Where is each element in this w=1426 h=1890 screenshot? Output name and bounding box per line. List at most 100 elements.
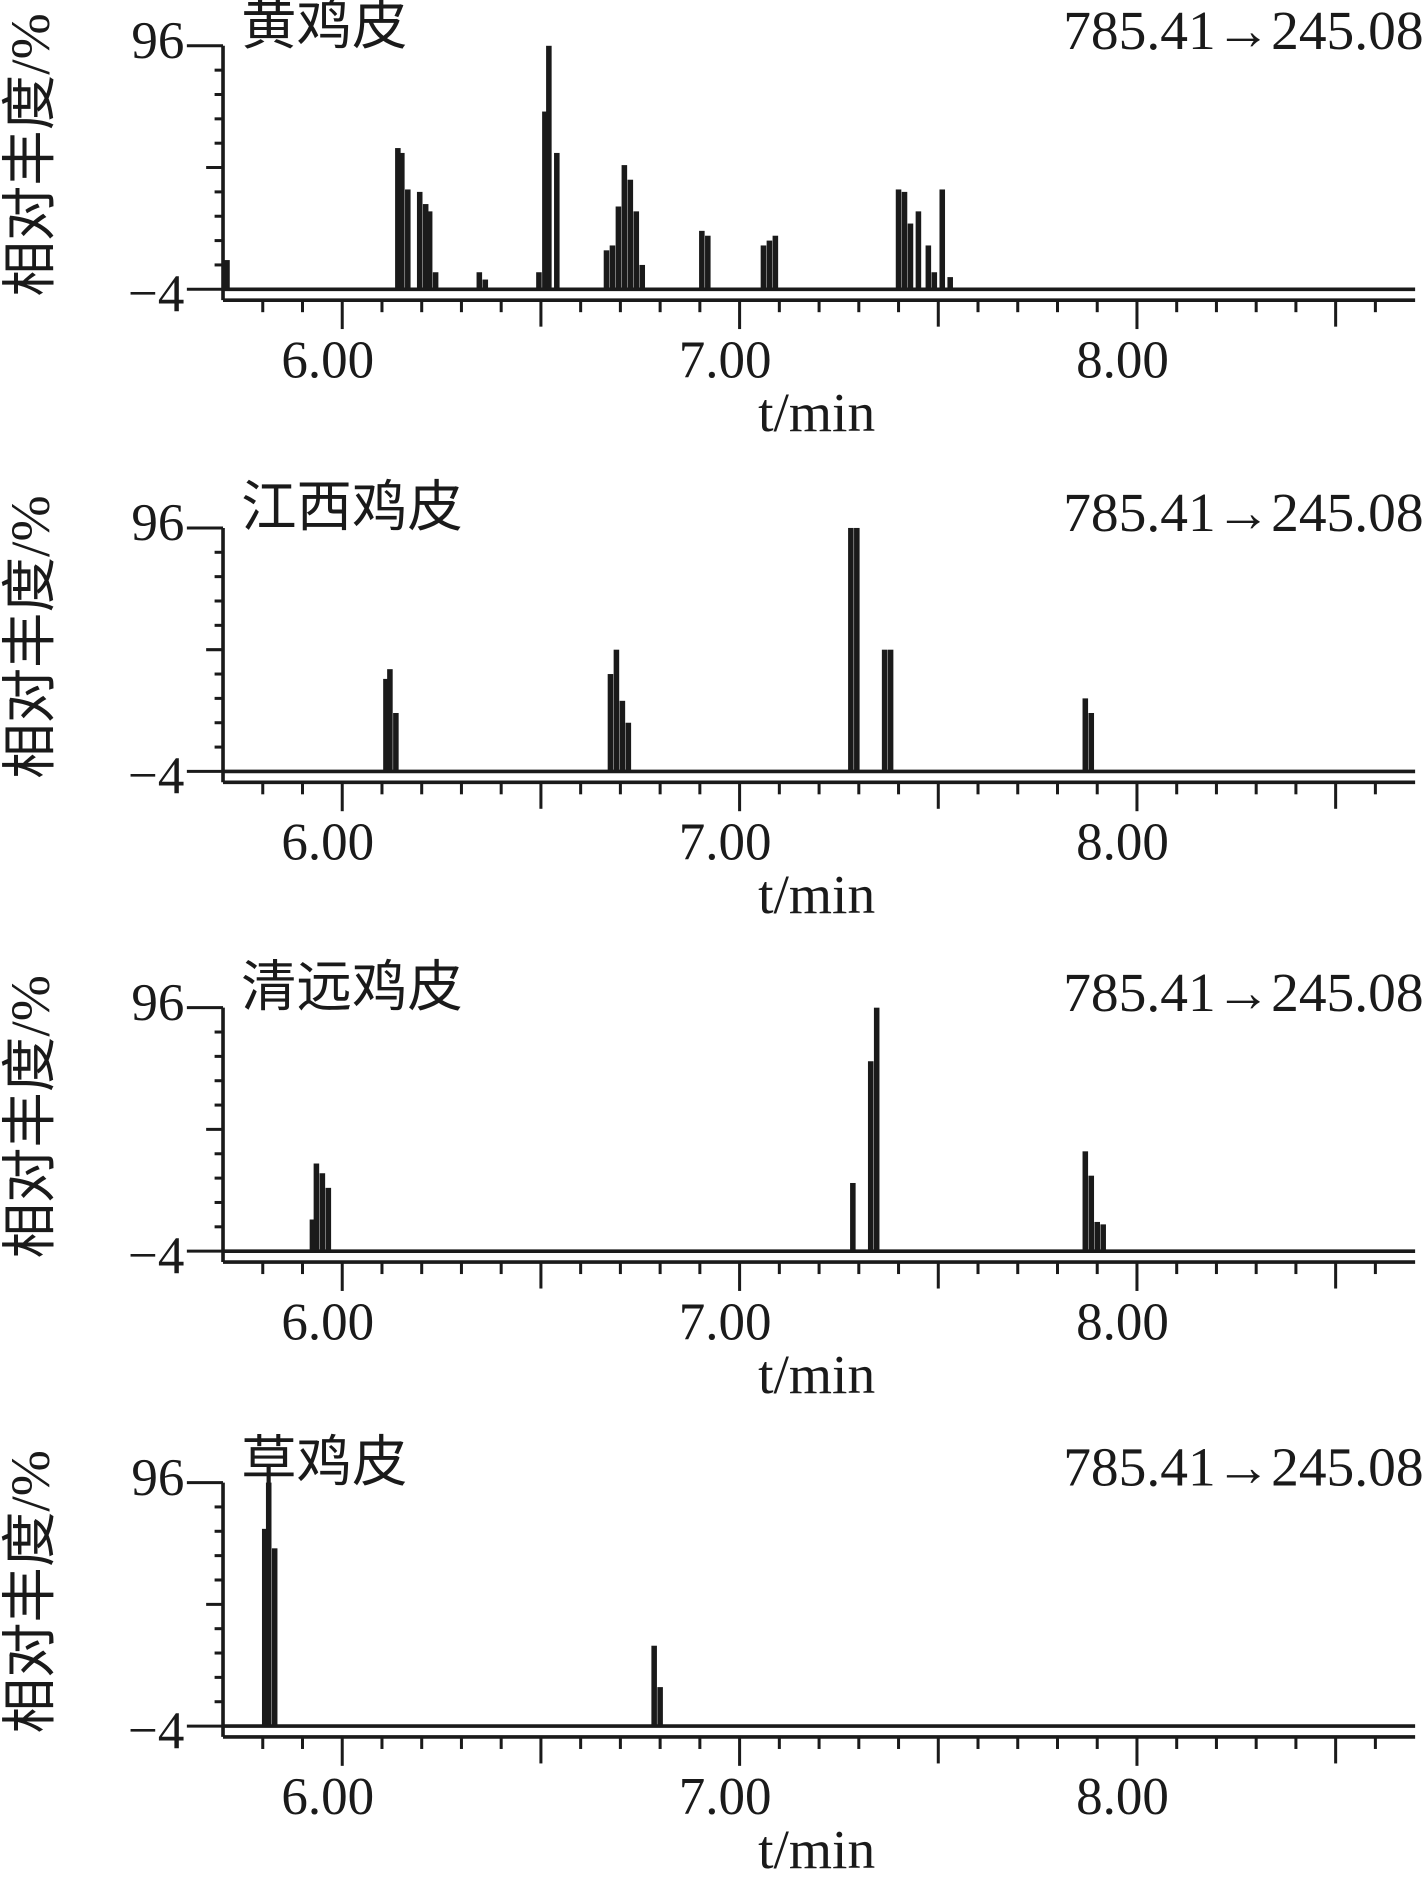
peak-bar [931, 272, 938, 290]
panel-title: 清远鸡皮 [241, 957, 463, 1018]
peak-bar [772, 235, 779, 290]
y-tick-label: −4 [128, 265, 184, 323]
peak-bar [416, 191, 423, 290]
peak-bar [432, 272, 439, 290]
peak-bar [925, 245, 932, 290]
panel: 江西鸡皮 785.41→245.08 相对丰度/% t/min −4 96 6.00 7.00… [0, 477, 1424, 925]
peak-bar [309, 1219, 316, 1252]
y-tick-label: 96 [131, 12, 184, 70]
peak-bar [395, 148, 401, 290]
peak-bar [1088, 1175, 1095, 1252]
peak-bar [265, 1482, 272, 1727]
peak-bar [542, 111, 548, 290]
peak-bar [319, 1173, 326, 1252]
peak-bar [261, 1528, 268, 1727]
peak-bar [615, 206, 622, 290]
peak-bar [848, 527, 854, 772]
peak-bar [895, 189, 902, 290]
x-tick-label: 7.00 [679, 814, 772, 872]
peak-bar [325, 1187, 332, 1252]
x-tick-label: 6.00 [281, 814, 374, 872]
peak-bar [224, 260, 230, 290]
peak-bar [387, 669, 393, 772]
panel-title: 江西鸡皮 [241, 477, 463, 538]
panel: 黄鸡皮 785.41→245.08 相对丰度/% t/min −4 96 6.00 7.00 8… [0, 0, 1424, 443]
peak-bar [939, 189, 946, 290]
x-tick-label: 8.00 [1076, 331, 1169, 389]
peak-bar [625, 722, 632, 772]
peak-bar [873, 1007, 880, 1252]
y-axis-label: 相对丰度/% [0, 975, 61, 1258]
x-tick-label: 6.00 [281, 1768, 374, 1826]
peak-bar [482, 279, 489, 290]
x-tick-label: 7.00 [679, 1768, 772, 1826]
peak-bar [1100, 1224, 1106, 1252]
peak-bar [854, 527, 860, 772]
peak-bar [393, 712, 399, 772]
y-tick-label: −4 [128, 747, 184, 805]
peak-bar [881, 649, 888, 772]
peak-bar [476, 272, 483, 290]
peak-bar [1082, 698, 1089, 772]
y-tick-label: 96 [131, 494, 184, 552]
y-axis-label: 相对丰度/% [0, 495, 61, 778]
peak-bar [633, 211, 640, 290]
x-axis-label: t/min [758, 1819, 875, 1880]
peak-bar [621, 165, 628, 290]
peak-bar [705, 235, 711, 290]
peak-bar [619, 700, 626, 772]
peak-bar [422, 204, 429, 290]
panel-title: 黄鸡皮 [241, 0, 407, 56]
x-axis-label: t/min [758, 864, 875, 925]
x-axis-label: t/min [758, 382, 875, 443]
y-axis-label: 相对丰度/% [0, 1450, 61, 1733]
peak-bar [271, 1548, 278, 1727]
y-tick-label: −4 [128, 1227, 184, 1285]
peak-bar [760, 245, 767, 290]
peak-bar [850, 1182, 856, 1252]
x-tick-label: 7.00 [679, 331, 772, 389]
x-axis-label: t/min [758, 1344, 875, 1405]
peak-bar [947, 277, 953, 290]
peak-bar [426, 211, 433, 290]
peak-bar [1082, 1151, 1089, 1252]
peak-bar [603, 250, 610, 290]
peak-bar [887, 649, 894, 772]
x-tick-label: 6.00 [281, 1293, 374, 1351]
peak-bar [651, 1645, 657, 1727]
y-tick-label: −4 [128, 1702, 184, 1760]
peak-bar [383, 678, 389, 772]
y-tick-label: 96 [131, 1449, 184, 1507]
peak-bar [657, 1687, 663, 1727]
x-tick-label: 7.00 [679, 1293, 772, 1351]
panel: 清远鸡皮 785.41→245.08 相对丰度/% t/min −4 96 6.00 7.00… [0, 957, 1424, 1405]
x-tick-label: 6.00 [281, 331, 374, 389]
peak-bar [639, 264, 646, 290]
peak-bar [613, 649, 620, 772]
x-tick-label: 8.00 [1076, 1768, 1169, 1826]
peak-bar [867, 1061, 874, 1252]
peak-bar [907, 223, 914, 290]
peak-bar [607, 674, 614, 772]
y-axis-label: 相对丰度/% [0, 13, 61, 296]
peak-bar [915, 211, 922, 290]
peak-bar [609, 245, 616, 290]
peak-bar [313, 1163, 320, 1252]
x-tick-label: 8.00 [1076, 814, 1169, 872]
y-tick-label: 96 [131, 974, 184, 1032]
peak-bar [1094, 1221, 1100, 1252]
peak-bar [627, 179, 634, 290]
peak-bar [405, 189, 411, 290]
annotation: 785.41→245.08 [1063, 962, 1423, 1023]
annotation: 785.41→245.08 [1063, 0, 1423, 61]
peak-bar [536, 272, 542, 290]
peak-bar [766, 240, 773, 290]
annotation: 785.41→245.08 [1063, 1437, 1423, 1498]
peak-bar [901, 191, 908, 290]
peak-bar [399, 152, 405, 290]
peak-bar [699, 230, 705, 290]
peak-bar [546, 45, 552, 290]
